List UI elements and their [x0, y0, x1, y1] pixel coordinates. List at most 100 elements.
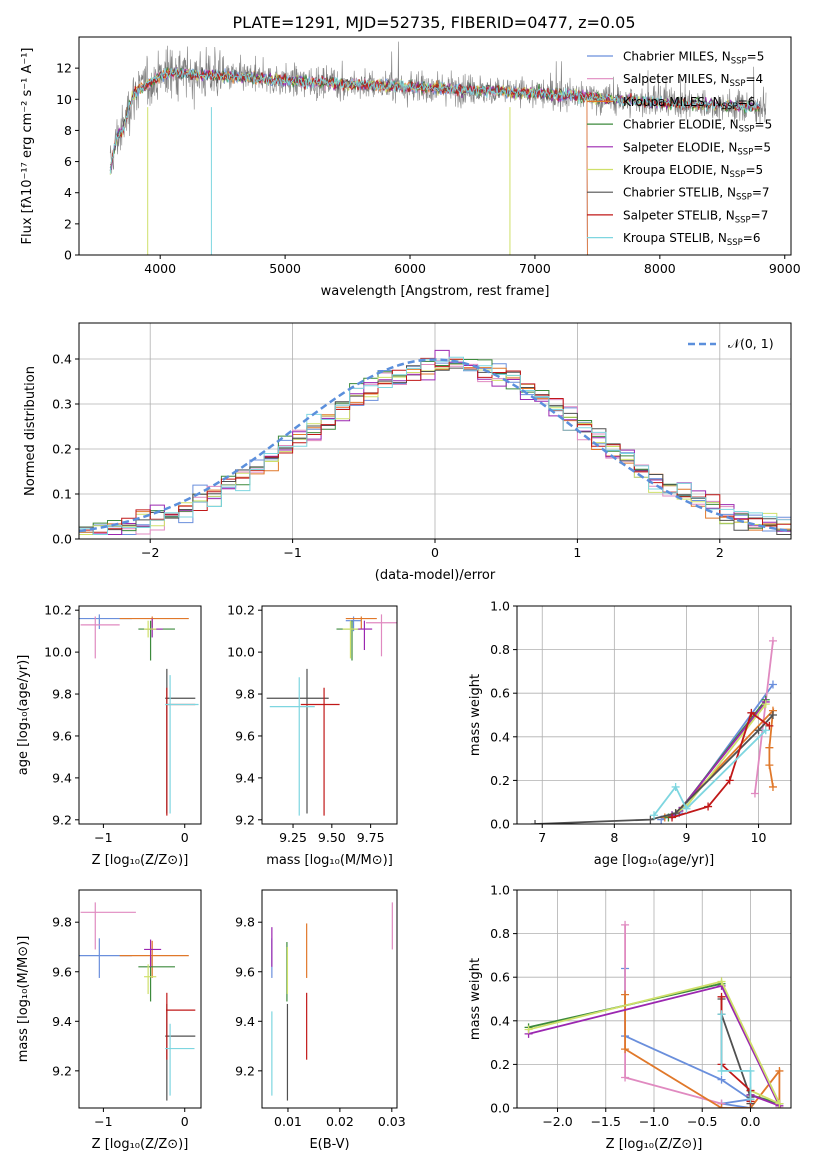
y-tick-label: 9.4: [235, 1014, 255, 1029]
x-tick-label: 0.02: [326, 1114, 354, 1129]
y-axis-label: Flux [fλ10⁻¹⁷ erg cm⁻² s⁻¹ A⁻¹]: [20, 48, 35, 245]
series-marker: [725, 776, 734, 785]
legend-count: =7: [752, 186, 770, 200]
series-marker: [761, 726, 770, 735]
x-tick-label: 9.50: [318, 830, 346, 845]
x-tick-label: 8000: [644, 261, 676, 276]
series-marker: [717, 1010, 726, 1019]
series-marker: [768, 782, 777, 791]
y-tick-label: 9.2: [235, 812, 255, 827]
x-axis-label: Z [log₁₀(Z/Z⊙)]: [606, 1137, 703, 1152]
series-marker: [682, 804, 691, 813]
spectrum-legend: Chabrier MILES, NSSP=5 Salpeter MILES, NS…: [587, 50, 772, 248]
series-marker: [621, 1045, 630, 1054]
x-tick-label: 4000: [144, 261, 176, 276]
legend-label: Salpeter STELIB, NSSP=7: [623, 208, 768, 225]
y-tick-label: 10.2: [44, 603, 72, 618]
series-marker: [746, 1095, 755, 1104]
legend-subscript: SSP: [737, 147, 753, 157]
x-tick-label: 9: [682, 830, 690, 845]
mass-vs-EBV-axes: 0.01 0.02 0.03 9.2 9.4 9.6 9.8 E(B-V): [235, 889, 406, 1152]
x-tick-label: 0.03: [378, 1114, 406, 1129]
mass-vs-Z-axes: −1 0 9.2 9.4 9.6 9.8 Z [log₁₀(Z/Z⊙)] mass [log₁…: [16, 889, 202, 1152]
y-tick-label: 0.8: [490, 642, 510, 657]
x-tick-label: −0.5: [687, 1114, 717, 1129]
y-tick-label: 0.4: [490, 729, 510, 744]
x-tick-label: −2: [141, 545, 159, 560]
x-axis-label: E(B-V): [309, 1137, 349, 1152]
residual-legend: 𝒩(0, 1): [688, 336, 774, 351]
y-tick-label: 9.6: [52, 728, 72, 743]
massweight-vs-age-frame: 7 8 9 10 0.0 0.2 0.4 0.6 0.8 1.0 age [log₁₀(age/yr…: [468, 599, 792, 868]
y-tick-label: 0.4: [490, 1013, 510, 1028]
legend-count: =5: [747, 50, 765, 64]
legend-label: Chabrier STELIB, NSSP=7: [623, 186, 770, 203]
y-tick-label: 0: [64, 248, 72, 263]
y-tick-label: 10.0: [44, 645, 72, 660]
y-tick-label: 0.6: [490, 970, 510, 985]
x-tick-label: 0.01: [274, 1114, 302, 1129]
y-tick-label: 9.4: [235, 770, 255, 785]
y-axis-label: age [log₁₀(age/yr)]: [16, 655, 31, 776]
y-tick-label: 9.2: [52, 812, 72, 827]
y-tick-label: 9.8: [235, 915, 255, 930]
observed-spectrum-line: [109, 41, 767, 174]
series-marker: [717, 977, 726, 986]
x-tick-label: 0: [431, 545, 439, 560]
series-marker: [531, 820, 540, 824]
series-marker: [746, 1066, 755, 1075]
y-tick-label: 10.2: [227, 603, 255, 618]
y-tick-label: 9.6: [52, 964, 72, 979]
legend-subscript: SSP: [736, 193, 752, 203]
spectrum-plot: [109, 41, 767, 255]
series-line: [624, 994, 781, 1108]
y-tick-label: 9.8: [235, 687, 255, 702]
series-marker: [621, 920, 630, 929]
y-axis-label: mass weight: [468, 958, 483, 1040]
axes-frame: [78, 605, 202, 825]
legend-count: =6: [743, 231, 761, 245]
x-tick-label: 7: [538, 830, 546, 845]
x-tick-label: 0.0: [741, 1114, 761, 1129]
y-tick-label: 12: [56, 61, 72, 76]
y-tick-label: 0.8: [490, 926, 510, 941]
series-marker: [668, 813, 677, 822]
series-marker: [761, 700, 770, 709]
legend-label: Kroupa ELODIE, NSSP=5: [623, 163, 763, 180]
y-tick-label: 10: [56, 92, 72, 107]
normal-curve: [79, 358, 791, 533]
series-marker: [775, 1066, 784, 1075]
y-tick-label: 0.2: [490, 773, 510, 788]
mass-vs-Z-frame: −1 0 9.2 9.4 9.6 9.8 Z [log₁₀(Z/Z⊙)] mass [log₁…: [16, 889, 202, 1152]
series-marker: [765, 721, 774, 730]
y-tick-label: 6: [64, 154, 72, 169]
legend-label: Chabrier ELODIE, NSSP=5: [623, 118, 772, 135]
x-tick-label: 0: [181, 830, 189, 845]
series-line: [754, 640, 774, 794]
x-axis-label: mass [log₁₀(M/M⊙)]: [266, 853, 393, 868]
legend-label: Kroupa STELIB, NSSP=6: [623, 231, 761, 248]
series-marker: [621, 1073, 630, 1082]
series-marker: [717, 1104, 726, 1108]
y-tick-label: 9.8: [52, 687, 72, 702]
series-marker: [768, 680, 777, 689]
legend-label: Salpeter MILES, NSSP=4: [623, 72, 763, 89]
age-vs-Z-plot: [79, 614, 199, 816]
mass-vs-Z-plot: [79, 902, 196, 1101]
x-tick-label: −2.0: [542, 1114, 572, 1129]
legend-count: =5: [755, 118, 773, 132]
series-marker: [754, 726, 763, 735]
series-marker: [747, 708, 756, 717]
y-tick-label: 1.0: [490, 883, 510, 898]
legend-label: Chabrier MILES, NSSP=5: [623, 50, 764, 67]
series-marker: [768, 711, 777, 719]
x-tick-label: −1.0: [639, 1114, 669, 1129]
x-axis-label: (data-model)/error: [375, 568, 496, 583]
legend-subscript: SSP: [735, 215, 751, 225]
series-marker: [775, 1099, 784, 1108]
axes-frame: [261, 889, 398, 1109]
y-tick-label: 0.0: [490, 1101, 510, 1116]
y-tick-label: 0.2: [490, 1057, 510, 1072]
series-marker: [621, 990, 630, 999]
